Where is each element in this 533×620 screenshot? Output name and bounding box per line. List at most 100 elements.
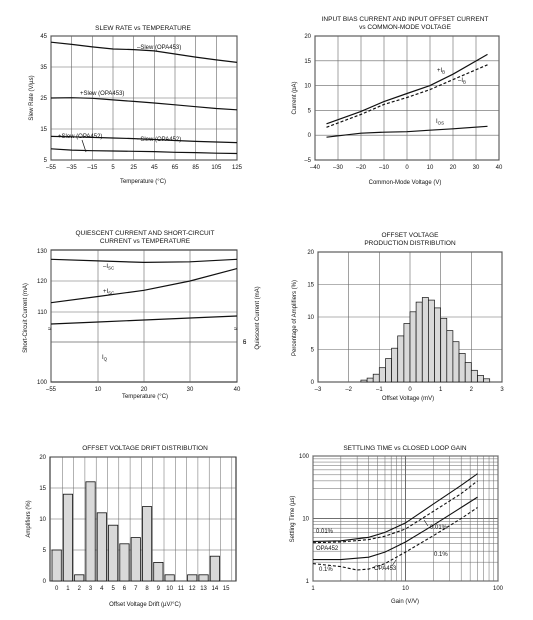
chart-title: SETTLING TIME vs CLOSED LOOP GAIN <box>343 445 467 452</box>
x-tick-label: 3 <box>89 586 93 592</box>
series-label-neg-slew-opa453: –Slew (OPA453) <box>137 45 181 51</box>
histogram-bar <box>360 379 368 383</box>
histogram-bar <box>428 299 435 383</box>
x-tick-label: 85 <box>192 165 199 171</box>
y-axis-label: Slew Rate (V/µs) <box>29 75 35 120</box>
x-tick-label: 30 <box>473 165 480 171</box>
y-tick-label: 100 <box>299 454 310 460</box>
chart-subtitle: vs COMMON-MODE VOLTAGE <box>359 24 452 31</box>
histogram-bar <box>421 297 429 383</box>
y-tick-label: 130 <box>37 249 48 255</box>
histogram-bar <box>415 301 423 383</box>
x-tick-label: 5 <box>111 165 115 171</box>
histogram-bar <box>385 358 392 383</box>
grid <box>50 250 238 382</box>
x-tick-label: 10 <box>427 165 434 171</box>
annotation-opa452-01pct: 0.1% <box>319 567 333 573</box>
y-tick-label: 45 <box>40 34 47 40</box>
y-axis-label-right: Quiescent Current (mA) <box>255 286 261 349</box>
y-tick-labels: 0 5 10 15 20 <box>307 250 314 386</box>
y-axis-label-left: Short-Circuit Current (mA) <box>23 283 29 353</box>
histogram-bar <box>153 562 164 582</box>
x-tick-label: –55 <box>46 387 57 393</box>
y-tick-label: 5 <box>243 340 247 346</box>
series-labels: +IB –IB IOS <box>436 68 466 126</box>
x-tick-label: –20 <box>356 165 367 171</box>
y-tick-label: 110 <box>37 310 47 316</box>
series-line <box>312 480 478 544</box>
series-label-iq: IQ <box>102 355 108 362</box>
series-label-neg-isc: –ISC <box>103 264 115 271</box>
series-lines <box>312 473 478 571</box>
histogram-bar <box>96 512 107 582</box>
y-tick-label: –5 <box>304 158 311 164</box>
histogram-bar <box>397 335 405 383</box>
series-line <box>50 135 238 144</box>
series-label-ios: IOS <box>436 119 444 126</box>
y-tick-label: 5 <box>308 108 312 114</box>
series-label-pos-ib: +IB <box>437 68 445 75</box>
series-label-neg-ib: –IB <box>458 78 466 85</box>
histogram-bar <box>452 341 460 383</box>
histogram-bar <box>164 574 175 582</box>
x-tick-label: 4 <box>100 586 104 592</box>
histogram-bar <box>434 307 441 383</box>
y-tick-label: 10 <box>302 517 309 523</box>
histogram-bar <box>141 506 153 582</box>
histogram-bar <box>209 555 220 582</box>
x-tick-label: 3 <box>500 387 504 393</box>
histogram-bar <box>108 524 119 582</box>
x-tick-label: 10 <box>95 387 102 393</box>
x-tick-label: –55 <box>46 165 57 171</box>
y-axis-label: Percentage of Amplifiers (%) <box>292 280 298 356</box>
chart-offset-voltage-distribution: OFFSET VOLTAGE PRODUCTION DISTRIBUTION P… <box>292 232 504 402</box>
y-tick-label: 5 <box>43 548 47 554</box>
axis-break-right: ≈ <box>234 326 238 333</box>
series-line <box>50 41 238 63</box>
x-tick-label: 7 <box>134 586 138 592</box>
y-axis-label: Current (pA) <box>292 81 298 114</box>
y-tick-label: 100 <box>37 380 48 386</box>
x-tick-labels: –55 –35 –15 5 25 45 65 85 105 125 <box>46 165 243 171</box>
x-tick-label: –40 <box>310 165 321 171</box>
histogram-bars <box>360 297 491 383</box>
x-tick-label: 125 <box>232 165 243 171</box>
series-label-pos-isc: +ISC <box>103 289 115 296</box>
y-tick-label: 120 <box>37 279 48 285</box>
histogram-bar <box>51 549 62 582</box>
chart-title: OFFSET VOLTAGE DRIFT DISTRIBUTION <box>82 445 208 452</box>
annotation-leader-1 <box>423 519 429 527</box>
x-tick-label: 40 <box>234 387 241 393</box>
chart-offset-drift-distribution: OFFSET VOLTAGE DRIFT DISTRIBUTION Amplif… <box>26 445 237 608</box>
x-tick-label: 0 <box>55 586 59 592</box>
x-tick-label: 9 <box>157 586 161 592</box>
grid <box>314 35 500 161</box>
x-tick-label: –15 <box>87 165 98 171</box>
axis-break-left: ≈ <box>48 326 52 333</box>
histogram-bar <box>378 367 386 383</box>
x-tick-label: –1 <box>376 387 383 393</box>
y-tick-label: 25 <box>40 96 47 102</box>
histogram-bar <box>440 317 448 383</box>
x-tick-label: –35 <box>67 165 78 171</box>
curve-annotations: 0.01% 0.01% OPA452 0.1% OPA453 0.1% <box>316 519 448 573</box>
series-line <box>326 125 488 138</box>
x-tick-label: 2 <box>78 586 82 592</box>
histogram-bar <box>477 375 484 383</box>
y-tick-label: 10 <box>304 84 311 90</box>
x-tick-label: 1 <box>66 586 70 592</box>
histogram-bar <box>62 493 73 582</box>
grid <box>312 455 499 582</box>
series-line <box>312 507 478 571</box>
chart-title: QUIESCENT CURRENT AND SHORT-CIRCUIT <box>75 230 214 237</box>
y-tick-labels: 130 120 110 100 65 <box>37 249 247 386</box>
y-tick-label: 20 <box>39 455 46 461</box>
x-tick-label: 30 <box>187 387 194 393</box>
y-tick-label: 15 <box>307 283 314 289</box>
histogram-bar <box>483 378 491 383</box>
chart-title: OFFSET VOLTAGE <box>381 232 439 239</box>
histogram-bar <box>198 574 209 582</box>
y-tick-label: 15 <box>39 486 46 492</box>
histogram-bar <box>119 543 130 582</box>
